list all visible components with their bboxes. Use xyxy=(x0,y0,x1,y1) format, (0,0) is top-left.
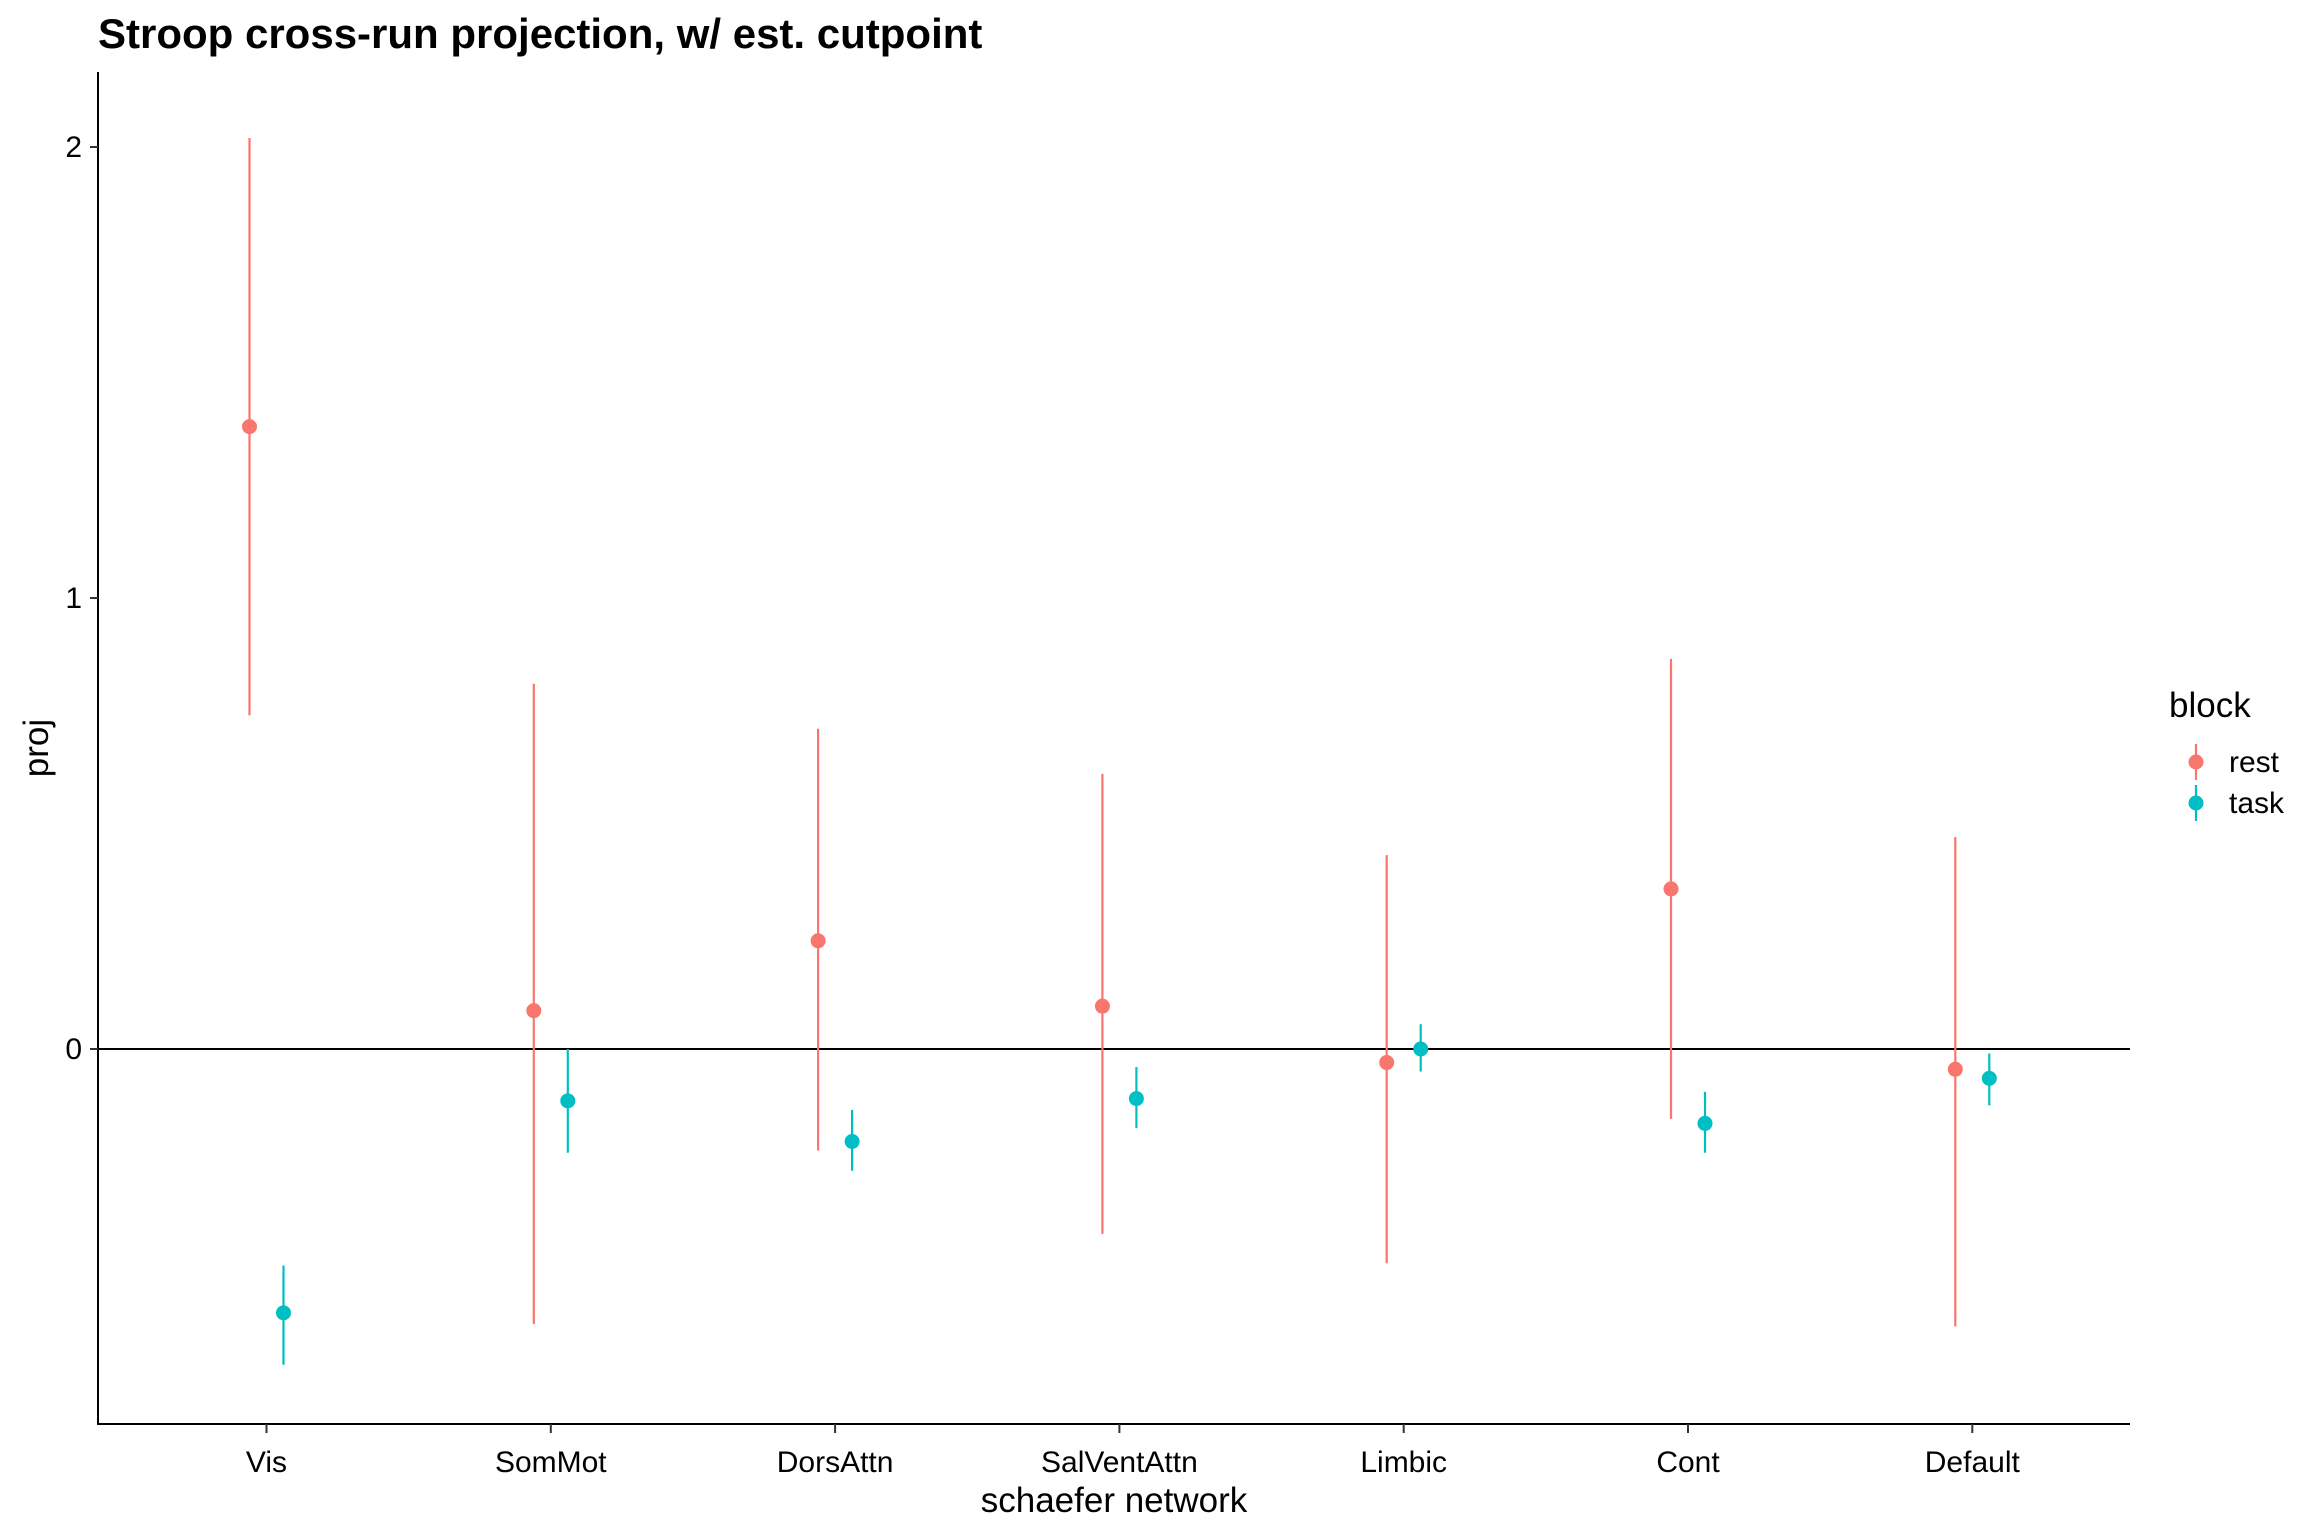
point-task-default xyxy=(1981,1070,1997,1086)
y-tick-label: 0 xyxy=(65,1033,82,1066)
axes xyxy=(97,72,2130,1425)
x-tick-label-salventattn: SalVentAttn xyxy=(1041,1446,1198,1479)
point-rest-limbic xyxy=(1379,1055,1395,1071)
x-tick-label-vis: Vis xyxy=(246,1446,287,1479)
point-task-vis xyxy=(276,1305,291,1321)
point-rest-vis xyxy=(242,419,257,435)
y-axis-title: proj xyxy=(17,719,56,777)
x-ticks: Vis SomMot DorsAttn SalVentAttn Limbic Cont De… xyxy=(246,1424,2021,1479)
point-rest-dorsattn xyxy=(810,933,826,949)
point-rest-salventattn xyxy=(1094,998,1110,1014)
y-tick-label: 2 xyxy=(65,131,82,164)
point-rest-cont xyxy=(1663,881,1679,897)
point-rest-sommot xyxy=(526,1003,542,1019)
point-task-sommot xyxy=(560,1093,576,1109)
legend-key-point-rest xyxy=(2188,754,2204,770)
legend: block rest task xyxy=(2169,686,2285,821)
point-task-salventattn xyxy=(1128,1091,1144,1107)
legend-label-rest: rest xyxy=(2229,746,2280,779)
legend-label-task: task xyxy=(2229,787,2285,820)
chart-title: Stroop cross-run projection, w/ est. cut… xyxy=(98,10,982,57)
point-rest-default xyxy=(1947,1061,1963,1077)
x-tick-label-default: Default xyxy=(1925,1446,2021,1479)
plot-marks xyxy=(98,137,2130,1365)
point-task-dorsattn xyxy=(844,1133,860,1149)
point-task-limbic xyxy=(1413,1041,1429,1057)
x-axis-title: schaefer network xyxy=(981,1481,1248,1520)
x-tick-label-limbic: Limbic xyxy=(1360,1446,1447,1479)
point-task-cont xyxy=(1697,1115,1713,1131)
y-ticks: 0 1 2 xyxy=(65,131,98,1066)
legend-title: block xyxy=(2169,686,2251,725)
y-tick-label: 1 xyxy=(65,582,82,615)
x-tick-label-sommot: SomMot xyxy=(495,1446,607,1479)
x-tick-label-dorsattn: DorsAttn xyxy=(777,1446,894,1479)
x-tick-label-cont: Cont xyxy=(1656,1446,1720,1479)
legend-key-point-task xyxy=(2188,795,2204,811)
